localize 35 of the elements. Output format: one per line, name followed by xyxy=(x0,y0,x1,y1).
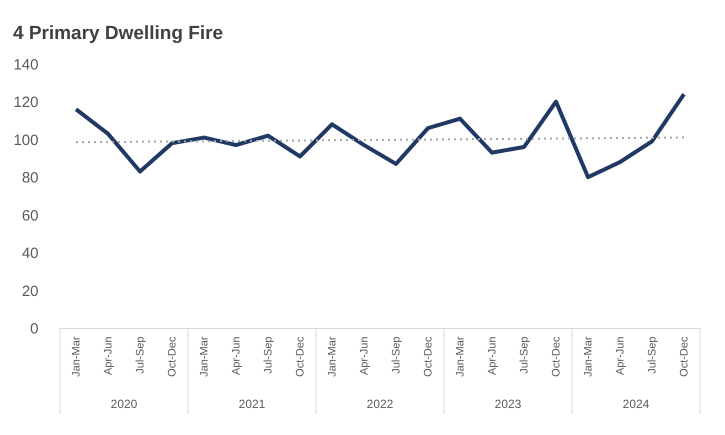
x-tick-label: Jan-Mar xyxy=(70,336,82,377)
y-tick-label: 100 xyxy=(13,132,38,149)
x-tick-label: Jul-Sep xyxy=(518,336,530,374)
x-tick-label: Jul-Sep xyxy=(390,336,402,374)
x-tick-label: Jan-Mar xyxy=(326,336,338,377)
x-tick-label: Jan-Mar xyxy=(454,336,466,377)
y-tick-label: 40 xyxy=(22,245,38,262)
x-tick-label: Apr-Jun xyxy=(102,336,114,376)
y-tick-label: 80 xyxy=(22,170,38,187)
x-tick-label: Oct-Dec xyxy=(166,336,178,377)
text: 2022 xyxy=(366,397,394,411)
x-tick-label: Jul-Sep xyxy=(646,336,658,374)
x-tick-label: Jul-Sep xyxy=(134,336,146,374)
text: 2021 xyxy=(238,397,266,411)
x-tick-label: Apr-Jun xyxy=(614,336,626,376)
chart-title: 4 Primary Dwelling Fire xyxy=(12,23,224,44)
x-tick-label: Jan-Mar xyxy=(582,336,594,377)
x-tick-label: Apr-Jun xyxy=(358,336,370,376)
y-tick-label: 120 xyxy=(13,94,38,112)
x-tick-label: Apr-Jun xyxy=(486,336,498,376)
x-tick-label: Oct-Dec xyxy=(422,336,434,377)
y-tick-label: 140 xyxy=(13,56,38,74)
y-tick-label: 0 xyxy=(30,320,38,338)
line-series xyxy=(74,92,686,180)
x-tick-label: Oct-Dec xyxy=(678,336,690,377)
x-tick-label: Oct-Dec xyxy=(294,336,306,377)
x-tick-label: Jan-Mar xyxy=(198,336,210,377)
text: 2020 xyxy=(110,397,138,411)
x-tick-label: Jul-Sep xyxy=(262,336,274,374)
y-tick-label: 20 xyxy=(22,282,38,300)
x-tick-label: Oct-Dec xyxy=(550,336,562,377)
text: 2023 xyxy=(494,397,522,411)
y-tick-label: 60 xyxy=(22,207,38,224)
x-tick-label: Apr-Jun xyxy=(230,336,242,376)
text: 2024 xyxy=(622,397,650,411)
